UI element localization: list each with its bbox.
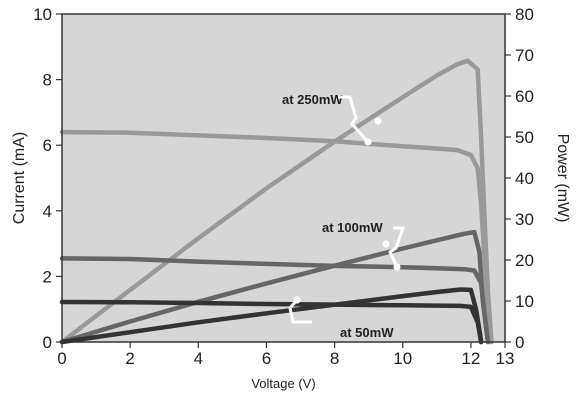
x-tick-label: 8	[330, 349, 339, 368]
annotation-leader-dot	[364, 138, 372, 146]
annotation-leader-line	[338, 95, 370, 143]
y-axis-title: Current (mA)	[11, 132, 28, 224]
series-layer	[59, 58, 494, 345]
y-axis-left: 0 2 4 6 8 10	[33, 5, 62, 352]
current-curve-series-1	[59, 256, 491, 345]
power-curve-series-0	[59, 58, 494, 345]
annotation-leader-dot	[393, 263, 401, 271]
y-axis-right: 0 10 20 30 40 50 60 70 80	[505, 5, 534, 352]
x-tick-label: 6	[262, 349, 271, 368]
x-tick-label: 0	[57, 349, 66, 368]
y-tick-label: 8	[43, 71, 52, 90]
series-annotation-label: at 50mW	[340, 325, 394, 340]
y2-tick-label: 0	[515, 333, 524, 352]
y2-tick-label: 70	[515, 46, 534, 65]
x-tick-label: 13	[496, 349, 515, 368]
annotation-leader-dot	[293, 296, 301, 304]
annotation-leader-line	[388, 226, 405, 268]
series-annotation-label: at 100mW	[322, 220, 383, 235]
series-annotation-label: at 250mW	[282, 92, 343, 107]
annotation-leader-dot	[374, 117, 382, 125]
y-tick-label: 2	[43, 267, 52, 286]
x-tick-label: 12	[461, 349, 480, 368]
y2-axis-title: Power (mW)	[554, 134, 571, 223]
power-curve-series-2	[59, 287, 484, 345]
x-axis: 0 2 4 6 8 10 12 13	[57, 342, 514, 368]
y-tick-label: 6	[43, 136, 52, 155]
annotation-layer: at 250mW at 100mW at 50mW	[282, 92, 405, 340]
x-tick-label: 2	[125, 349, 134, 368]
x-axis-title: Voltage (V)	[251, 376, 315, 391]
y-tick-label: 4	[43, 202, 52, 221]
x-tick-label: 4	[194, 349, 203, 368]
y2-tick-label: 60	[515, 87, 534, 106]
annotation-leader-line	[288, 299, 312, 324]
current-curve-series-0	[59, 129, 494, 345]
y2-tick-label: 10	[515, 292, 534, 311]
y2-tick-label: 50	[515, 128, 534, 147]
current-curve-series-2	[59, 299, 484, 345]
y2-tick-label: 40	[515, 169, 534, 188]
y2-tick-label: 20	[515, 251, 534, 270]
y2-tick-label: 80	[515, 5, 534, 24]
y2-tick-label: 30	[515, 210, 534, 229]
annotation-leader-dot	[382, 240, 390, 248]
x-tick-label: 10	[393, 349, 412, 368]
y-tick-label: 0	[43, 333, 52, 352]
y-tick-label: 10	[33, 5, 52, 24]
